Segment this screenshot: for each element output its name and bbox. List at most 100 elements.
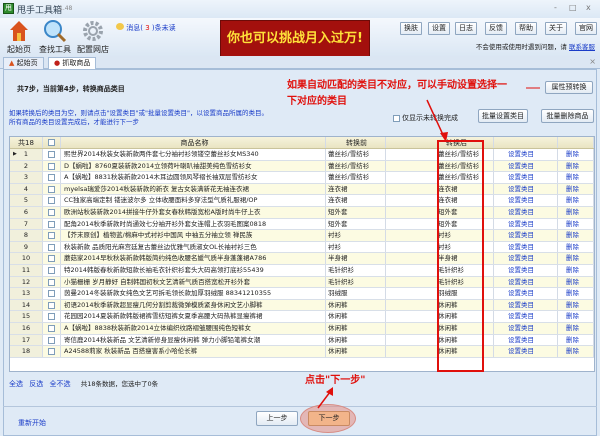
set-category-link[interactable]: 设置类目 — [494, 346, 558, 357]
batch-set-category-button[interactable]: 批量设置类目 — [478, 109, 528, 123]
table-row[interactable]: 16 A【蜗啦】8838秋装新款2014立体编织纹路褶皱腰围纯色短裤女 休闲裤 … — [10, 323, 594, 335]
table-row[interactable]: 7 配角2014秋季新款时尚通效七分袖开衫外套女连帽上衣羽毛图案0818 短外套… — [10, 218, 594, 231]
delete-link[interactable]: 删除 — [558, 207, 594, 218]
set-category-link[interactable]: 设置类目 — [494, 149, 558, 160]
row-checkbox[interactable] — [43, 195, 61, 206]
set-category-link[interactable]: 设置类目 — [494, 323, 558, 334]
delete-link[interactable]: 删除 — [558, 265, 594, 276]
table-row[interactable]: 13 茵曼2014冬装新款女纯色文艺可拆毛领长款加厚羽绒服 883412103​… — [10, 288, 594, 300]
log-button[interactable]: 日志 — [455, 22, 477, 35]
category-after-select[interactable]: 休闲裤⌄ — [386, 311, 494, 322]
set-category-link[interactable]: 设置类目 — [494, 230, 558, 241]
category-after-select[interactable]: 短外套⌄ — [386, 218, 494, 230]
set-category-link[interactable]: 设置类目 — [494, 183, 558, 195]
category-after-select[interactable]: 短外套⌄ — [386, 207, 494, 218]
contact-support-link[interactable]: 联系客服 — [569, 43, 595, 51]
delete-link[interactable]: 删除 — [558, 183, 594, 195]
category-after-select[interactable]: 休闲裤⌄ — [386, 299, 494, 311]
website-button[interactable]: 官网 — [575, 22, 597, 35]
delete-link[interactable]: 删除 — [558, 311, 594, 322]
set-category-link[interactable]: 设置类目 — [494, 299, 558, 311]
row-checkbox[interactable] — [43, 172, 61, 183]
table-row[interactable]: 4 myelsa瑞爱莎2014秋装新款的新衣 复古女装满新花无袖连衣裙 连衣裙 … — [10, 183, 594, 196]
row-checkbox[interactable] — [43, 230, 61, 241]
category-after-select[interactable]: 休闲裤⌄ — [386, 334, 494, 346]
row-checkbox[interactable] — [43, 299, 61, 311]
table-row[interactable]: 18 A24588莉家 秋装新品 百搭瘦害系小哈伦长裤 休闲裤 休闲裤⌄ 设置类… — [10, 346, 594, 358]
set-category-link[interactable]: 设置类目 — [494, 195, 558, 206]
set-category-link[interactable]: 设置类目 — [494, 334, 558, 346]
table-row[interactable]: ▶ 1 熙世界2014秋装女装新款两件套七分袖衬衫领镂空蕾丝衫女MS340 蕾丝衫… — [10, 149, 594, 161]
set-category-link[interactable]: 设置类目 — [494, 172, 558, 183]
restart-link[interactable]: 重新开始 — [18, 419, 46, 427]
table-row[interactable]: 2 D【蜗啦】8760夏装新款2014立领荷叶喇叭袖甜美纯色雪纺衫女 蕾丝衫/雪… — [10, 160, 594, 173]
delete-link[interactable]: 删除 — [558, 299, 594, 311]
row-checkbox[interactable] — [43, 160, 61, 172]
row-checkbox[interactable] — [43, 207, 61, 218]
category-after-select[interactable]: 连衣裙⌄ — [386, 183, 494, 195]
table-row[interactable]: 3 A【蜗啦】8831秋装新款2014木耳边圆领风琴褶长袖双层雪纺衫女 蕾丝衫/… — [10, 172, 594, 184]
delete-link[interactable]: 删除 — [558, 230, 594, 241]
set-category-link[interactable]: 设置类目 — [494, 265, 558, 276]
select-none-link[interactable]: 全不选 — [49, 380, 71, 388]
table-row[interactable]: 17 寄信鹿2014秋装新品 文艺清新修身显瘦休闲裤 弹力小脚铅笔裤女潮 休闲裤… — [10, 334, 594, 347]
category-after-select[interactable]: 蕾丝衫/雪纺衫⌄ — [386, 160, 494, 172]
set-category-link[interactable]: 设置类目 — [494, 241, 558, 253]
prev-step-button[interactable]: 上一步 — [256, 411, 298, 426]
table-row[interactable]: 11 特2014韩版春秋新款短款长袖毛衣针织衫套头大码高领打底衫55439 毛针… — [10, 265, 594, 277]
set-category-link[interactable]: 设置类目 — [494, 276, 558, 288]
row-checkbox[interactable] — [43, 183, 61, 195]
row-checkbox[interactable] — [43, 311, 61, 322]
tab-home[interactable]: ▲ 起始页 — [3, 57, 44, 69]
table-row[interactable]: 15 花园园2014夏装新款韩版裙裤雪纺短裤女夏季高腰大码热裤显瘦裤裙 休闲裤 … — [10, 311, 594, 323]
about-button[interactable]: 关于 — [545, 22, 567, 35]
config-shop-button[interactable]: 配置网店 — [74, 18, 112, 55]
delete-link[interactable]: 删除 — [558, 160, 594, 172]
delete-link[interactable]: 删除 — [558, 288, 594, 299]
row-checkbox[interactable] — [43, 276, 61, 288]
category-after-select[interactable]: 衬衫⌄ — [386, 241, 494, 253]
category-after-select[interactable]: 蕾丝衫/雪纺衫⌄ — [386, 172, 494, 183]
row-checkbox[interactable] — [43, 346, 61, 357]
delete-link[interactable]: 删除 — [558, 323, 594, 334]
delete-link[interactable]: 删除 — [558, 218, 594, 230]
delete-link[interactable]: 删除 — [558, 334, 594, 346]
message-link[interactable]: 消息( 3 )条未读 — [116, 23, 176, 33]
row-checkbox[interactable] — [43, 253, 61, 264]
select-all-checkbox[interactable] — [43, 137, 61, 148]
row-checkbox[interactable] — [43, 218, 61, 230]
set-category-link[interactable]: 设置类目 — [494, 218, 558, 230]
delete-link[interactable]: 删除 — [558, 253, 594, 264]
delete-link[interactable]: 删除 — [558, 195, 594, 206]
set-category-link[interactable]: 设置类目 — [494, 160, 558, 172]
close-button[interactable]: x — [586, 3, 591, 12]
set-category-link[interactable]: 设置类目 — [494, 253, 558, 264]
row-checkbox[interactable] — [43, 288, 61, 299]
only-unfinished-checkbox[interactable]: 仅显示未转换完成 — [393, 113, 458, 123]
table-row[interactable]: 8 【芥末原创】植物蓝/棉麻中式衬衫中国风 中袖五分袖立领 禅民族 衬衫 衬衫⌄… — [10, 230, 594, 242]
category-after-select[interactable]: 休闲裤⌄ — [386, 346, 494, 357]
category-after-select[interactable]: 毛针织衫⌄ — [386, 276, 494, 288]
next-step-button[interactable]: 下一步 — [308, 411, 350, 426]
category-after-select[interactable]: 羽绒服⌄ — [386, 288, 494, 299]
table-row[interactable]: 9 秋装新款 品质阳光麻宫廷复古蕾丝边优雅气质淑女OL长袖衬衫三色 衬衫 衬衫⌄… — [10, 241, 594, 254]
table-row[interactable]: 12 小猫栅栅 岁月静好 自制韩国初秋文艺清新气质百搭宽松开衫外套 毛针织衫 毛… — [10, 276, 594, 289]
row-checkbox[interactable] — [43, 241, 61, 253]
minimize-button[interactable]: - — [554, 3, 557, 12]
set-category-link[interactable]: 设置类目 — [494, 311, 558, 322]
batch-delete-button[interactable]: 批量删除商品 — [541, 109, 594, 123]
table-row[interactable]: 14 初语2014秋季新款超显瘦几何分割剪裁微弹模质紧身休闲文艺小脚裤 休闲裤 … — [10, 299, 594, 312]
help-button[interactable]: 帮助 — [515, 22, 537, 35]
delete-link[interactable]: 删除 — [558, 276, 594, 288]
delete-link[interactable]: 删除 — [558, 346, 594, 357]
table-row[interactable]: 6 欧洲站秋装新款2014拼接牛仔外套女春秋韩版宽松A版时尚牛仔上衣 短外套 短… — [10, 207, 594, 219]
feedback-button[interactable]: 反馈 — [485, 22, 507, 35]
search-tool-button[interactable]: 查找工具 — [36, 18, 74, 55]
category-after-select[interactable]: 休闲裤⌄ — [386, 323, 494, 334]
category-after-select[interactable]: 毛针织衫⌄ — [386, 265, 494, 276]
maximize-button[interactable]: □ — [569, 3, 577, 12]
category-after-select[interactable]: 连衣裙⌄ — [386, 195, 494, 206]
attr-preconvert-button[interactable]: 属性预转换 — [545, 81, 593, 94]
skin-button[interactable]: 换肤 — [400, 22, 422, 35]
category-after-select[interactable]: 衬衫⌄ — [386, 230, 494, 241]
